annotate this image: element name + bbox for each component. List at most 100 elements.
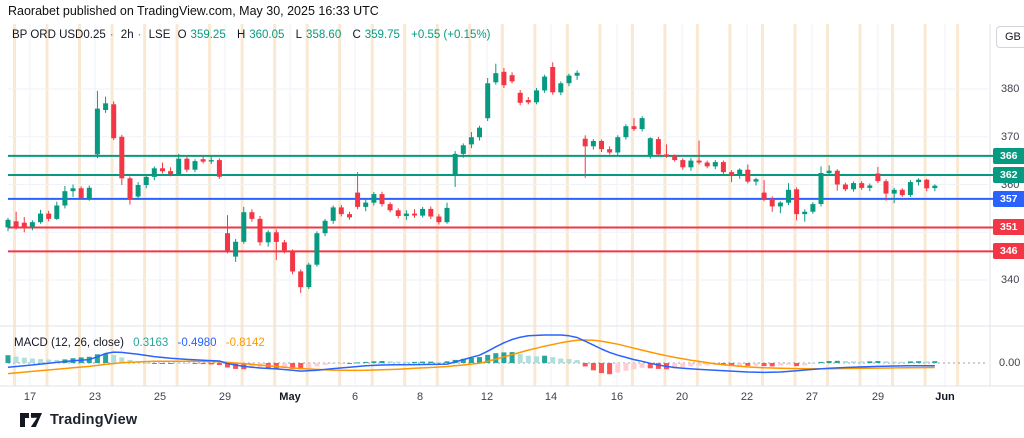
price-level-badge[interactable]: 351 [993, 219, 1024, 236]
macd-histogram-bar [631, 363, 637, 370]
price-level-badge[interactable]: 362 [993, 166, 1024, 183]
macd-histogram-bar [534, 356, 539, 363]
candle-body [322, 220, 328, 234]
tradingview-logo[interactable]: TradingView [20, 412, 137, 428]
macd-histogram-bar [119, 357, 125, 363]
time-axis-label[interactable]: 8 [416, 391, 424, 403]
candle-body [566, 75, 572, 84]
candle-body [615, 137, 621, 153]
price-level-badge[interactable]: 357 [993, 190, 1024, 207]
session-stripe [143, 24, 147, 386]
candle-body [704, 162, 710, 167]
price-level-badge[interactable]: 366 [993, 147, 1024, 164]
macd-histogram-bar [786, 363, 791, 365]
candle-body [460, 145, 466, 154]
time-axis-label[interactable]: 25 [153, 391, 167, 403]
price-axis-label[interactable]: 340 [1001, 274, 1020, 286]
macd-histogram-bar [826, 361, 832, 363]
session-stripe [175, 24, 179, 386]
macd-histogram-bar [525, 355, 531, 363]
time-axis-label[interactable]: 16 [610, 391, 624, 403]
macd-histogram-bar [233, 363, 239, 369]
session-stripe [13, 24, 16, 386]
time-axis-label[interactable]: 20 [675, 391, 689, 403]
time-axis-label[interactable]: 12 [480, 391, 494, 403]
candle-body [647, 138, 653, 157]
candle-body [249, 212, 255, 219]
macd-histogram-bar [420, 361, 426, 363]
tradingview-logo-icon [20, 413, 42, 427]
candle-body [168, 171, 174, 174]
price-level-badge[interactable]: 346 [993, 243, 1024, 260]
macd-histogram-bar [794, 363, 800, 367]
macd-histogram-bar [314, 363, 320, 367]
candle-body [363, 202, 369, 207]
candle-body [509, 75, 515, 82]
candle-body [655, 139, 661, 155]
price-axis-label[interactable]: 380 [1001, 83, 1020, 95]
time-axis-label[interactable]: 14 [544, 391, 558, 403]
candle-body [574, 72, 580, 76]
candle-body [623, 126, 629, 138]
macd-histogram-bar [38, 359, 43, 363]
macd-histogram-bar [208, 363, 214, 365]
macd-histogram-bar [932, 361, 938, 363]
time-axis-label[interactable]: 6 [351, 391, 359, 403]
tradingview-logo-text: TradingView [50, 412, 138, 428]
session-stripe [891, 24, 894, 386]
time-axis-label[interactable]: Jun [935, 391, 955, 403]
session-stripe [923, 24, 927, 386]
time-axis-label[interactable]: May [279, 391, 301, 403]
candle-body [46, 213, 52, 219]
time-axis-label[interactable]: 22 [740, 391, 754, 403]
candle-body [745, 169, 751, 182]
candle-body [208, 160, 214, 162]
ohlc-high: H 360.05 [236, 29, 285, 41]
time-axis-label[interactable]: 17 [23, 391, 37, 403]
macd-histogram-bar [753, 363, 759, 366]
time-axis-label[interactable]: 29 [871, 391, 885, 403]
macd-histogram-bar [395, 361, 401, 363]
macd-histogram-bar [306, 363, 312, 369]
macd-legend[interactable]: MACD (12, 26, close) 0.3163 -0.4980 -0.8… [14, 337, 271, 349]
macd-histogram-bar [477, 357, 482, 363]
candle-body [338, 207, 344, 215]
candle-body [314, 233, 320, 265]
macd-histogram-bar [281, 363, 287, 368]
candle-body [899, 189, 905, 196]
time-axis-label[interactable]: 29 [218, 391, 232, 403]
time-axis-label[interactable]: 27 [805, 391, 819, 403]
macd-histogram-bar [493, 353, 499, 363]
macd-histogram-bar [338, 363, 344, 364]
macd-histogram-bar [168, 363, 174, 364]
candle-body [225, 233, 230, 251]
symbol-legend[interactable]: BP ORD USD0.25 · 2h · LSE O 359.25 H 360.05 … [12, 29, 494, 41]
session-stripe [598, 24, 602, 386]
candle-body [54, 205, 60, 219]
price-axis-label[interactable]: 370 [1001, 130, 1020, 143]
candle-body [867, 185, 873, 188]
session-stripe [403, 24, 407, 386]
macd-histogram-bar [403, 361, 409, 363]
candle-body [111, 104, 117, 139]
currency-button[interactable]: GB [996, 26, 1024, 48]
macd-line-value: -0.4980 [177, 337, 217, 349]
macd-histogram-bar [249, 363, 255, 369]
macd-histogram-bar [460, 358, 466, 363]
time-axis-label[interactable]: 23 [88, 391, 102, 403]
session-stripe [761, 24, 764, 386]
candle-body [160, 168, 165, 172]
macd-histogram-bar [485, 354, 491, 363]
macd-histogram-bar [818, 361, 824, 363]
macd-histogram-bar [151, 363, 157, 364]
macd-histogram-bar [777, 363, 783, 366]
candle-body [826, 170, 832, 174]
macd-histogram-bar [29, 358, 35, 363]
ohlc-low: L 358.60 [295, 29, 342, 41]
macd-line [7, 334, 935, 374]
session-stripe [728, 24, 732, 386]
macd-histogram-bar [192, 363, 198, 364]
macd-histogram-bar [582, 363, 588, 367]
session-stripe [826, 24, 829, 386]
